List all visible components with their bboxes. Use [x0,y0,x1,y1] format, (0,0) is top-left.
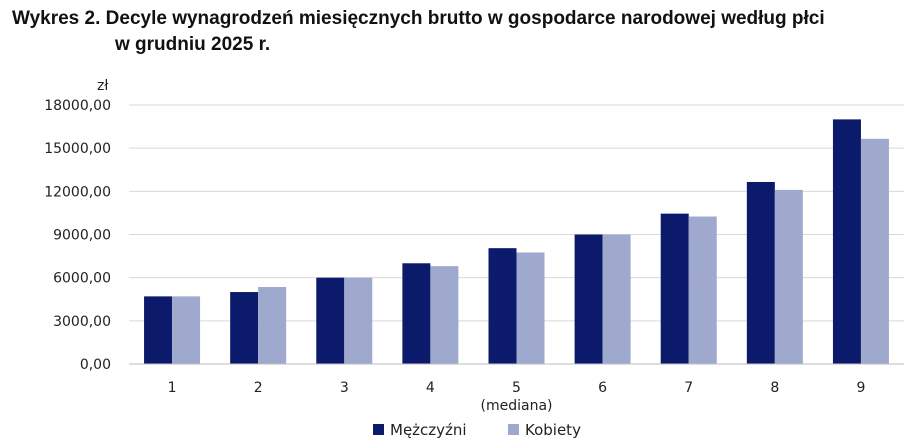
chart-title: Wykres 2. Decyle wynagrodzeń miesięcznyc… [12,6,912,58]
y-axis-unit: zł [97,78,108,94]
x-tick-label: 2 [254,380,263,396]
bar-men-decile-4 [402,263,431,364]
x-tick-sublabel: (mediana) [481,398,553,414]
bar-men-decile-9 [832,119,861,364]
bar-men-decile-3 [316,277,345,364]
legend-swatch-women [508,424,519,435]
x-tick-label: 1 [168,380,177,396]
y-axis-ticks: 0,00 3000,00 6000,00 9000,00 12000,00 15000,0… [44,98,111,373]
legend-swatch-men [373,424,384,435]
bar-women-decile-4 [430,266,459,364]
bar-women-decile-7 [688,216,717,364]
x-tick-label: 3 [340,380,349,396]
y-tick-label: 6000,00 [53,271,111,287]
x-tick-label: 9 [856,380,865,396]
bar-women-decile-1 [172,296,201,364]
bar-men-decile-2 [230,292,259,364]
y-tick-label: 3000,00 [53,314,111,330]
bar-women-decile-5 [516,252,545,364]
bar-men-decile-6 [574,234,603,364]
y-tick-label: 0,00 [80,357,111,373]
x-tick-label: 4 [426,380,435,396]
x-tick-label: 7 [684,380,693,396]
legend-label-men: Mężczyźni [390,421,467,439]
bars [144,119,889,364]
y-tick-label: 12000,00 [44,184,111,200]
chart-title-line2: w grudniu 2025 r. [115,34,271,55]
legend-label-women: Kobiety [525,421,581,439]
bar-women-decile-3 [344,277,373,364]
bar-men-decile-7 [660,213,689,364]
y-tick-label: 15000,00 [44,141,111,157]
bar-women-decile-9 [860,138,889,364]
chart-title-line1: Wykres 2. Decyle wynagrodzeń miesięcznyc… [12,8,825,29]
bar-men-decile-5 [488,248,517,364]
bar-men-decile-8 [746,181,775,364]
bar-men-decile-1 [144,296,173,364]
y-tick-label: 9000,00 [53,228,111,244]
y-tick-label: 18000,00 [44,98,111,114]
x-tick-label: 6 [598,380,607,396]
x-tick-label: 8 [770,380,779,396]
bar-women-decile-6 [602,234,631,364]
bar-women-decile-2 [258,287,287,364]
legend: Mężczyźni Kobiety [373,421,581,439]
x-tick-label: 5 [512,380,521,396]
bar-women-decile-8 [774,189,803,364]
x-axis-ticks: 1 2 3 4 5 (mediana) 6 7 8 9 [168,380,866,414]
